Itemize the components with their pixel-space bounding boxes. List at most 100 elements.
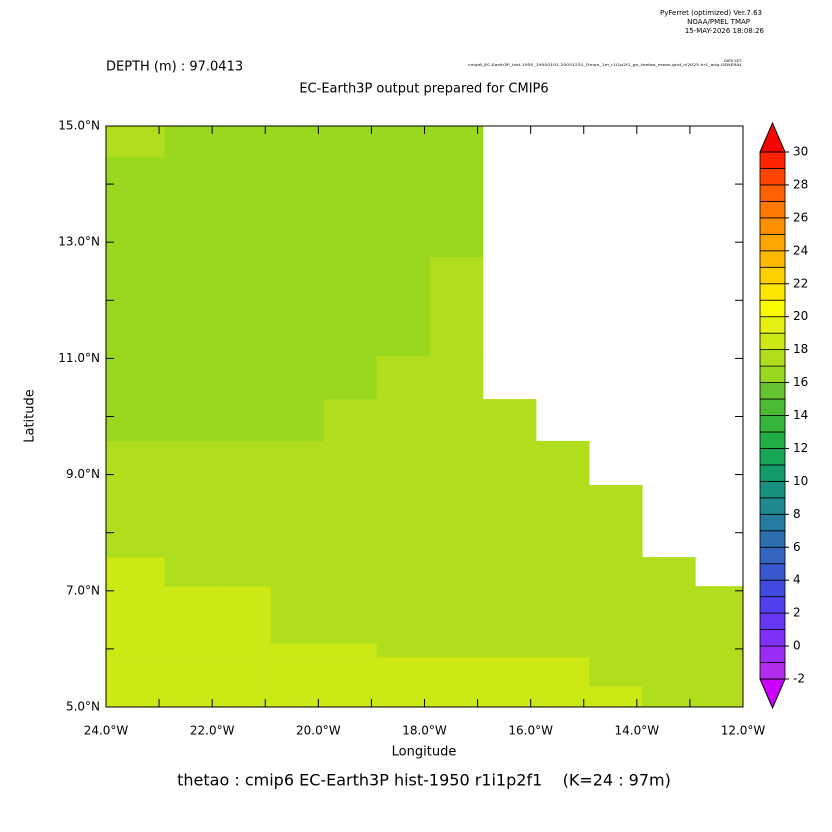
cell: [164, 256, 218, 357]
colorbar-band: [759, 250, 786, 268]
cell: [429, 156, 484, 258]
cell: [429, 256, 484, 357]
y-tick-label: 15.0°N: [58, 119, 100, 133]
cell: [589, 657, 643, 687]
cell: [323, 440, 378, 486]
cell: [642, 657, 696, 687]
colorbar-band: [759, 596, 786, 614]
colorbar-band: [759, 415, 786, 433]
cell: [376, 156, 431, 258]
cell: [589, 485, 643, 558]
colorbar-over: [759, 121, 786, 153]
colorbar-band: [759, 662, 786, 680]
cell: [376, 657, 431, 687]
cell: [323, 586, 378, 644]
cell: [429, 399, 484, 442]
colorbar-band: [759, 497, 786, 515]
cell: [482, 657, 537, 687]
cell: [429, 356, 484, 400]
cell: [164, 643, 218, 658]
colorbar-label: 8: [793, 507, 801, 521]
cell: [164, 657, 218, 687]
cell: [106, 399, 165, 442]
cell: [376, 485, 431, 558]
cell: [429, 643, 484, 658]
cell: [323, 657, 378, 687]
cell: [164, 156, 218, 258]
cell: [376, 399, 431, 442]
cell: [642, 686, 696, 708]
cell: [217, 557, 271, 587]
colorbar-label: 12: [793, 441, 808, 455]
cell: [323, 356, 378, 400]
cell: [482, 440, 537, 486]
cell: [217, 485, 271, 558]
cell: [535, 643, 590, 658]
colorbar-band: [759, 233, 786, 252]
cell: [589, 557, 643, 587]
cell: [106, 440, 165, 486]
cell: [270, 356, 325, 400]
cell: [217, 657, 271, 687]
cell: [695, 643, 744, 658]
cell: [376, 586, 431, 644]
colorbar-label: 2: [793, 606, 801, 620]
cell: [482, 686, 537, 708]
colorbar-label: 16: [793, 375, 808, 389]
cell: [429, 557, 484, 587]
colorbar-band: [759, 530, 786, 548]
cell: [164, 586, 218, 644]
x-tick-label: 20.0°W: [296, 724, 341, 738]
colorbar-label: 0: [793, 639, 801, 653]
x-tick-label: 24.0°W: [84, 724, 129, 738]
cell: [535, 557, 590, 587]
colorbar-band: [759, 382, 786, 400]
cell: [106, 586, 165, 644]
colorbar-label: 18: [793, 342, 808, 356]
cell: [482, 586, 537, 644]
cell: [376, 686, 431, 708]
cell: [323, 557, 378, 587]
colorbar-band: [759, 151, 786, 169]
cell: [164, 399, 218, 442]
colorbar-label: 30: [793, 145, 808, 159]
cell: [376, 126, 431, 158]
colorbar-band: [759, 579, 786, 598]
cell: [429, 126, 484, 158]
cell: [323, 126, 378, 158]
cell: [376, 256, 431, 357]
cell: [270, 686, 325, 708]
colorbar-band: [759, 217, 786, 235]
cell: [429, 485, 484, 558]
colorbar-band: [759, 283, 786, 301]
cell: [217, 256, 271, 357]
colorbar-label: 20: [793, 309, 808, 323]
cell: [164, 126, 218, 158]
y-tick-label: 5.0°N: [66, 700, 100, 714]
cell: [164, 440, 218, 486]
colorbar-label: 10: [793, 474, 808, 488]
colorbar-label: 4: [793, 573, 801, 587]
cell: [270, 256, 325, 357]
cell: [535, 440, 590, 486]
colorbar-band: [759, 168, 786, 186]
cell: [217, 126, 271, 158]
software: PyFerret (optimized) Ver.7.63: [660, 9, 762, 17]
colorbar-band: [759, 349, 786, 367]
cell: [429, 657, 484, 687]
cell: [429, 440, 484, 486]
cell: [589, 686, 643, 708]
cell: [270, 557, 325, 587]
x-tick-label: 22.0°W: [190, 724, 235, 738]
cell: [106, 126, 165, 158]
colorbar-label: 28: [793, 177, 808, 191]
cell: [217, 586, 271, 644]
cell: [695, 657, 744, 687]
colorbar-band: [759, 365, 786, 383]
cell: [323, 156, 378, 258]
y-tick-label: 11.0°N: [58, 351, 100, 365]
x-tick-label: 12.0°W: [721, 724, 766, 738]
colorbar-band: [759, 629, 786, 647]
cell: [376, 557, 431, 587]
